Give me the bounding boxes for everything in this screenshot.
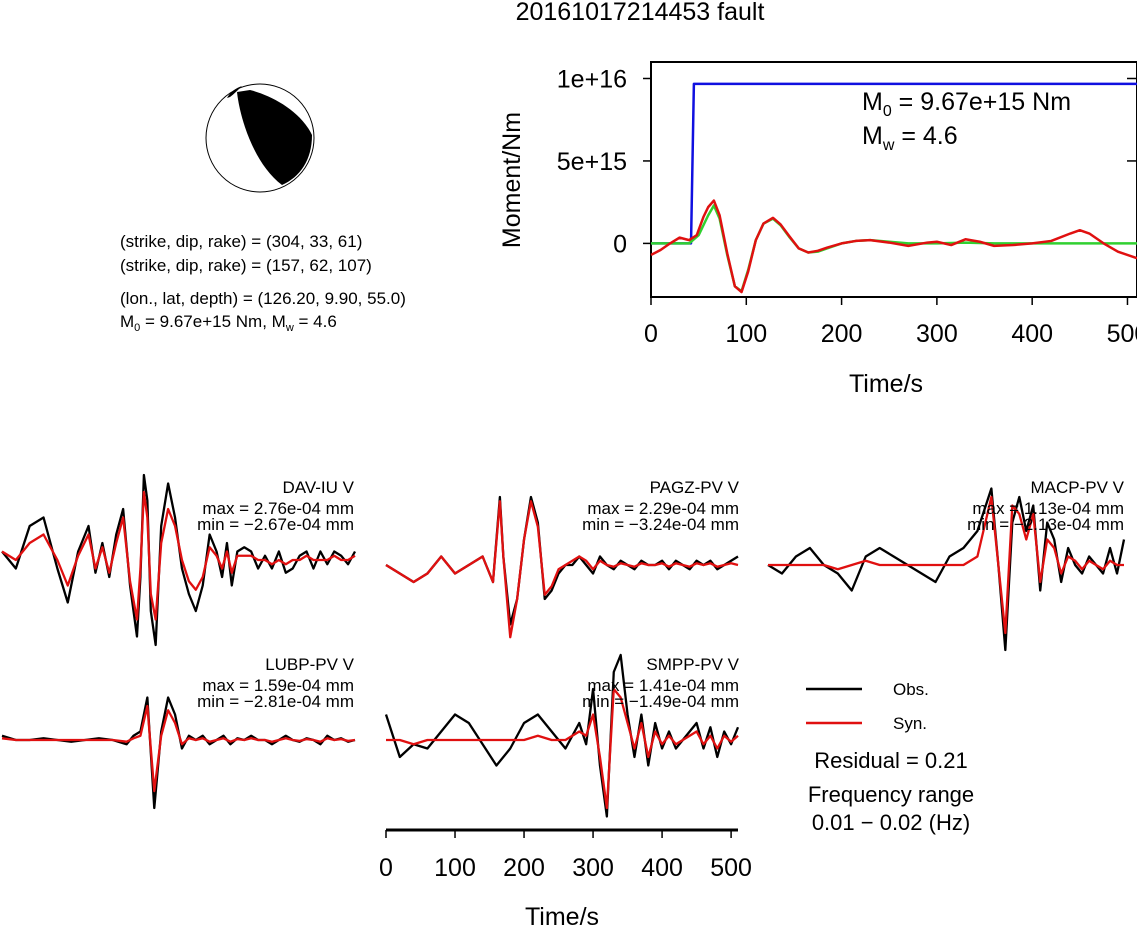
moment-x-tick-label: 100 [725, 320, 767, 348]
station-name: LUBP-PV V [265, 655, 354, 674]
moment-x-tick-label: 500 [1107, 320, 1137, 348]
waveform-x-tick-label: 500 [710, 854, 752, 882]
waveform-x-tick-label: 400 [641, 854, 683, 882]
station-min: min = −3.24e-04 mm [582, 515, 739, 534]
moment-plot-frame [650, 61, 1137, 298]
moment-annotation-mw: Mw = 4.6 [862, 122, 958, 154]
station-name: PAGZ-PV V [650, 478, 740, 497]
waveform-syn-line [385, 500, 739, 639]
station-max: max = 2.76e-04 mm [202, 499, 354, 518]
mechanism-line-1: (strike, dip, rake) = (304, 33, 61) [120, 232, 362, 251]
moment-annotation-m0-value: 9.67e+15 Nm [920, 88, 1071, 116]
moment-x-tick-label: 400 [1011, 320, 1053, 348]
figure-title: 20161017214453 fault [516, 0, 765, 26]
moment-axis-ticks: 0 100 200 300 400 500 0 5e+15 1e+16 [557, 65, 1137, 348]
station-min: min = −2.67e-04 mm [197, 515, 354, 534]
waveform-time-axis: Time/s 0 100 200 300 400 500 [379, 828, 752, 927]
moment-rate-panel: 0 100 200 300 400 500 0 5e+15 1e+16 Moment/Nm Ti… [498, 61, 1137, 398]
focal-mechanism-beachball [205, 83, 315, 193]
moment-y-tick-label: 1e+16 [557, 65, 627, 93]
moment-series [650, 82, 1137, 294]
moment-series-line-2 [650, 199, 1137, 294]
waveform-x-tick-label: 100 [434, 854, 476, 882]
legend-syn-label: Syn. [893, 714, 927, 733]
moment-x-label: Time/s [849, 370, 923, 398]
mechanism-mw-value: 4.6 [313, 312, 337, 331]
moment-x-tick-label: 300 [916, 320, 958, 348]
waveform-obs-line [1, 696, 356, 810]
mechanism-info: (strike, dip, rake) = (304, 33, 61) (str… [120, 232, 406, 334]
waveform-legend: Obs. Syn. Residual = 0.21 Frequency rang… [806, 680, 974, 835]
waveform-x-tick-label: 300 [572, 854, 614, 882]
station-max: max = 1.13e-04 mm [972, 499, 1124, 518]
station-name: DAV-IU V [283, 478, 355, 497]
station-name: MACP-PV V [1030, 478, 1124, 497]
moment-x-tick-label: 0 [644, 320, 658, 348]
moment-annotation-mw-value: 4.6 [923, 122, 958, 150]
station-min: min = −2.13e-04 mm [967, 515, 1124, 534]
moment-y-label: Moment/Nm [498, 112, 526, 248]
mechanism-line-2: (strike, dip, rake) = (157, 62, 107) [120, 256, 372, 275]
moment-series-line-1 [651, 204, 1137, 293]
residual-text: Residual = 0.21 [814, 748, 968, 773]
waveform-x-label: Time/s [525, 903, 599, 927]
station-name: SMPP-PV V [646, 655, 739, 674]
moment-y-tick-label: 0 [613, 230, 627, 258]
mechanism-line-3: (lon., lat, depth) = (126.20, 9.90, 55.0… [120, 289, 406, 308]
station-min: min = −1.49e-04 mm [582, 692, 739, 711]
station-max: max = 1.41e-04 mm [587, 676, 739, 695]
waveform-syn-line [386, 687, 739, 810]
moment-y-tick-label: 5e+15 [557, 148, 627, 176]
moment-annotation-m0: M0 = 9.67e+15 Nm [862, 88, 1071, 120]
frequency-title: Frequency range [808, 782, 974, 807]
frequency-range: 0.01 − 0.02 (Hz) [812, 810, 970, 835]
waveform-x-tick-label: 200 [503, 854, 545, 882]
station-max: max = 1.59e-04 mm [202, 676, 354, 695]
mechanism-line-4: M0 = 9.67e+15 Nm, Mw = 4.6 [120, 312, 337, 334]
mechanism-m0-value: 9.67e+15 Nm [160, 312, 263, 331]
waveform-x-tick-label: 0 [379, 854, 393, 882]
legend-obs-label: Obs. [893, 680, 929, 699]
moment-x-tick-label: 200 [821, 320, 863, 348]
waveform-syn-line [1, 490, 356, 621]
station-min: min = −2.81e-04 mm [197, 692, 354, 711]
waveform-syn-line [768, 495, 1124, 635]
station-max: max = 2.29e-04 mm [587, 499, 739, 518]
waveform-syn-line [1, 704, 356, 793]
